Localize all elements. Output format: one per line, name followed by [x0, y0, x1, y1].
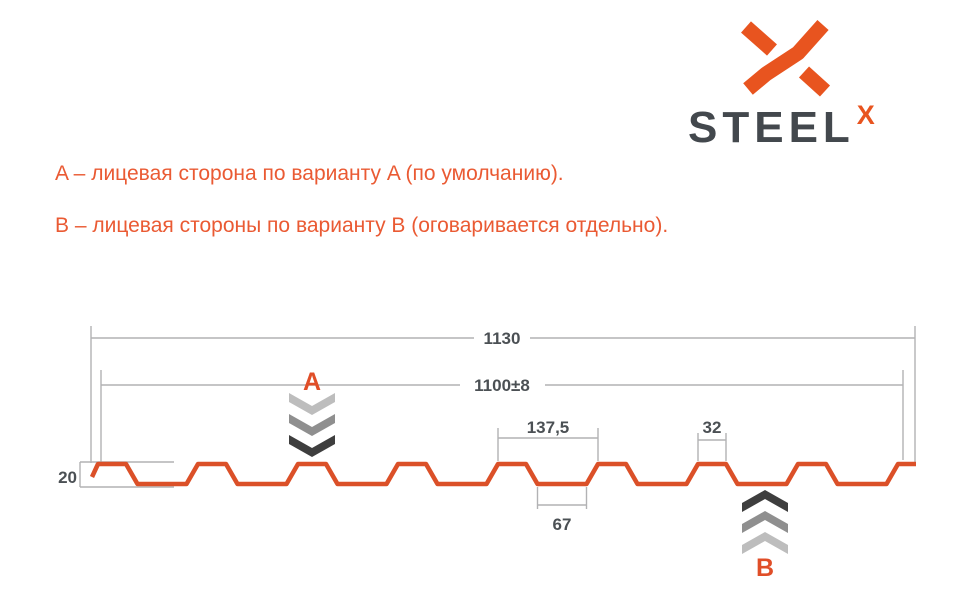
brand-wordmark: STEEL X [688, 102, 875, 152]
dim-label-32: 32 [703, 418, 722, 437]
dimension-total-width: 1130 [90, 326, 916, 463]
sheet-profile-line [89, 461, 916, 487]
dim-label-20: 20 [58, 468, 77, 487]
steelx-logo-icon [741, 20, 831, 97]
dimension-pitch: 137,5 [497, 418, 599, 461]
note-variant-b: B – лицевая стороны по варианту B (огова… [55, 214, 669, 237]
profile-cross-section-drawing: 1130 1100±8 A 20 [58, 326, 916, 582]
logo-arm-bottom-right [798, 66, 831, 97]
dimension-rib-top: 32 [697, 418, 727, 461]
dim-label-1100: 1100±8 [474, 376, 530, 395]
dim-label-1130: 1130 [484, 329, 521, 348]
variant-a-label: A [303, 368, 321, 396]
logo-slash-stroke [743, 20, 829, 95]
dimension-rib-bottom: 67 [536, 487, 588, 534]
variant-a-marker: A [289, 368, 335, 457]
dim-label-67: 67 [553, 515, 572, 534]
note-variant-a: A – лицевая сторона по варианту A (по ум… [55, 162, 564, 185]
variant-b-label: B [756, 554, 774, 582]
brand-name: STEEL [688, 103, 855, 152]
variant-b-arrow-icon [742, 490, 788, 554]
variant-a-arrow-icon [289, 393, 335, 457]
dim-label-137-5: 137,5 [527, 418, 570, 437]
dimension-working-width: 1100±8 [100, 370, 904, 463]
brand-sup-x: X [856, 100, 875, 130]
variant-b-marker: B [742, 490, 788, 582]
logo-arm-top-left [741, 21, 777, 56]
